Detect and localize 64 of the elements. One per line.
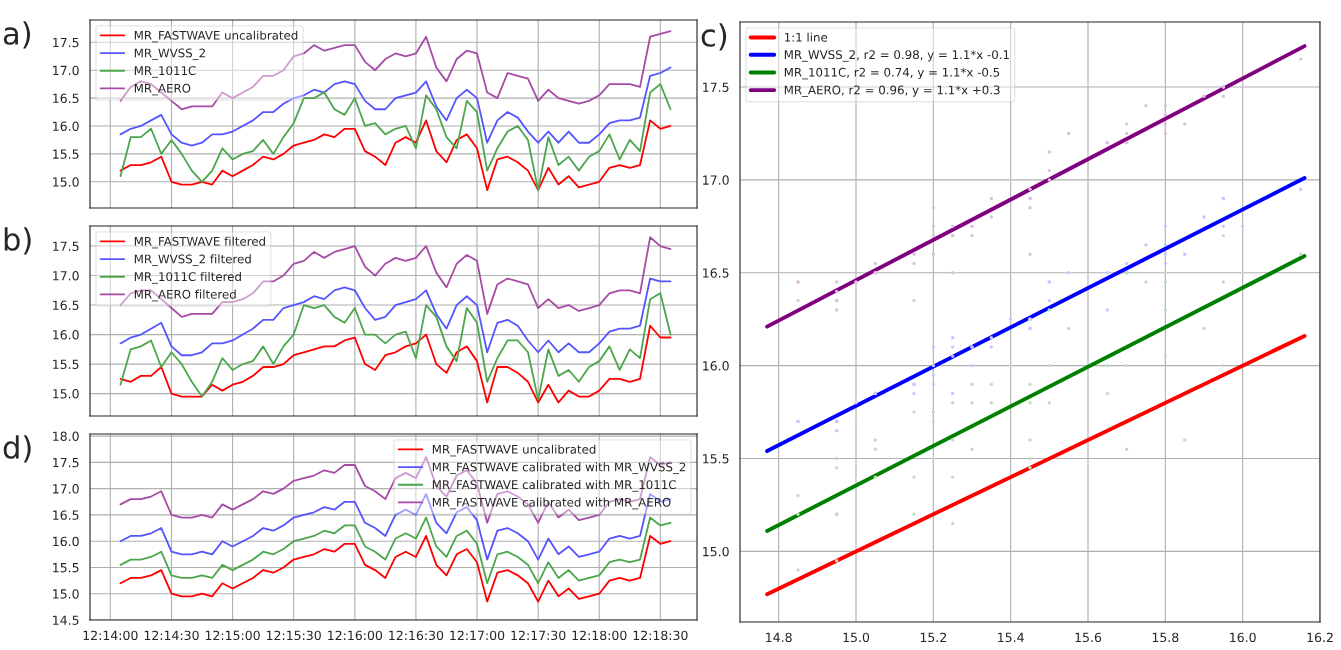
x-tick-label: 16.2 bbox=[1307, 632, 1333, 643]
y-tick-label: 15.0 bbox=[53, 389, 79, 399]
chart-title: d) bbox=[3, 435, 31, 463]
y-tick-label: 15.0 bbox=[703, 546, 729, 557]
chart-title: a) bbox=[3, 21, 31, 49]
x-tick-label: 12:16:00 bbox=[328, 630, 383, 641]
x-tick-label: 15.0 bbox=[843, 632, 870, 643]
x-tick-label: 15.6 bbox=[1075, 632, 1102, 643]
y-tick-label: 17.0 bbox=[53, 271, 79, 281]
y-tick-label: 17.0 bbox=[53, 484, 79, 494]
x-tick-label: 12:17:30 bbox=[511, 630, 566, 641]
x-tick-label: 12:18:00 bbox=[572, 630, 627, 641]
y-tick-label: 15.5 bbox=[53, 149, 79, 159]
chart-title: b) bbox=[4, 227, 31, 255]
y-tick-label: 16.0 bbox=[53, 121, 79, 131]
x-tick-label: 16.0 bbox=[1230, 632, 1256, 643]
legend-label: MR_AERO filtered bbox=[134, 289, 236, 302]
y-tick-label: 16.5 bbox=[53, 93, 79, 104]
y-tick-label: 15.0 bbox=[53, 589, 79, 599]
y-tick-label: 16.5 bbox=[703, 268, 729, 278]
y-tick-label: 15.5 bbox=[53, 359, 79, 369]
x-tick-label: 15.4 bbox=[998, 632, 1024, 643]
x-tick-label: 12:14:30 bbox=[144, 630, 199, 641]
y-tick-label: 16.5 bbox=[53, 510, 79, 520]
legend-label: MR_1011C filtered bbox=[134, 271, 241, 284]
y-tick-label: 17.0 bbox=[703, 175, 729, 185]
legend-label: MR_1011C, r2 = 0.74, y = 1.1*x -0.5 bbox=[784, 67, 1000, 80]
y-tick-label: 15.5 bbox=[53, 563, 79, 573]
y-tick-label: 17.5 bbox=[703, 82, 729, 92]
x-tick-label: 12:18:30 bbox=[633, 630, 688, 641]
chart-title: c) bbox=[701, 23, 727, 51]
legend-label: MR_FASTWAVE filtered bbox=[134, 236, 265, 249]
x-tick-label: 12:14:00 bbox=[83, 630, 138, 641]
x-tick-label: 12:17:00 bbox=[450, 630, 505, 641]
y-tick-label: 16.5 bbox=[53, 300, 79, 310]
legend-label: MR_1011C bbox=[134, 66, 196, 78]
x-tick-label: 12:15:30 bbox=[266, 630, 321, 641]
x-tick-label: 14.8 bbox=[766, 632, 792, 643]
legend-label: MR_FASTWAVE calibrated with MR_WVSS_2 bbox=[432, 462, 686, 475]
x-tick-label: 12:15:00 bbox=[205, 630, 260, 641]
legend-label: MR_WVSS_2 bbox=[134, 48, 205, 61]
legend-label: MR_AERO bbox=[134, 83, 191, 96]
y-tick-label: 16.0 bbox=[53, 536, 79, 547]
legend-label: MR_AERO, r2 = 0.96, y = 1.1*x +0.3 bbox=[784, 85, 1000, 98]
y-tick-label: 17.0 bbox=[53, 65, 79, 76]
y-tick-label: 18.0 bbox=[53, 431, 79, 442]
legend-label: MR_FASTWAVE uncalibrated bbox=[134, 30, 298, 43]
y-tick-label: 15.5 bbox=[703, 454, 729, 464]
legend-label: MR_WVSS_2 filtered bbox=[134, 254, 251, 267]
y-tick-label: 15.0 bbox=[53, 177, 79, 187]
legend-label: MR_FASTWAVE calibrated with MR_1011C bbox=[432, 479, 676, 492]
x-tick-label: 12:16:30 bbox=[389, 630, 444, 641]
y-tick-label: 17.5 bbox=[53, 458, 79, 468]
legend-label: 1:1 line bbox=[784, 32, 828, 42]
y-tick-label: 17.5 bbox=[53, 241, 79, 251]
y-tick-label: 14.5 bbox=[53, 615, 79, 625]
legend-label: MR_WVSS_2, r2 = 0.98, y = 1.1*x -0.1 bbox=[784, 50, 1009, 62]
y-tick-label: 17.5 bbox=[53, 37, 79, 48]
y-tick-label: 16.0 bbox=[53, 330, 79, 340]
x-tick-label: 15.2 bbox=[920, 632, 946, 643]
y-tick-label: 16.0 bbox=[703, 361, 729, 371]
legend-label: MR_FASTWAVE calibrated with MR_AERO bbox=[432, 497, 671, 510]
x-tick-label: 15.8 bbox=[1152, 632, 1179, 643]
legend-label: MR_FASTWAVE uncalibrated bbox=[432, 444, 596, 457]
